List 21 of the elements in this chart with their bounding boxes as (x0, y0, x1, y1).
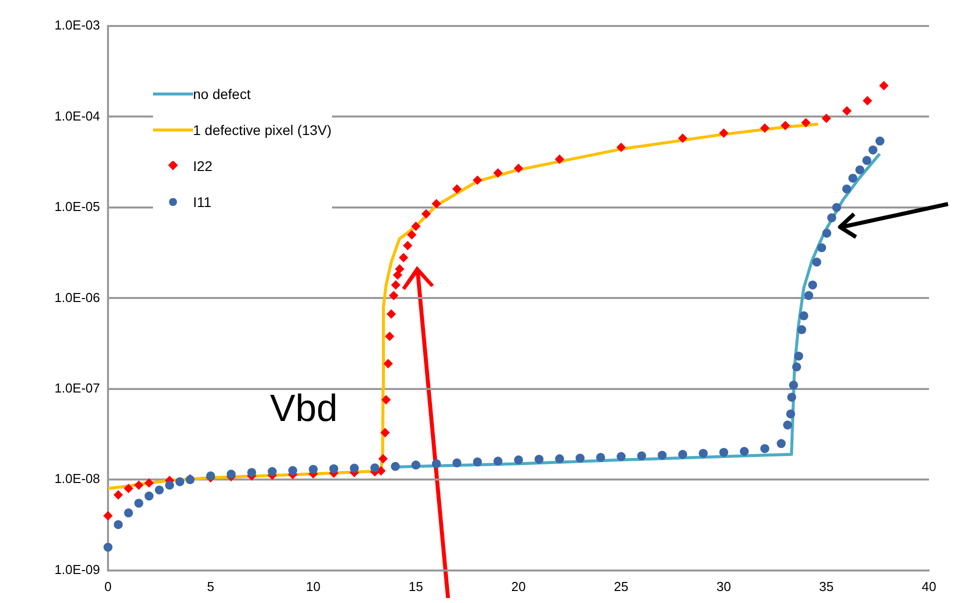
y-tick-label: 1.0E-04 (54, 108, 100, 124)
x-tick-label: 35 (819, 578, 834, 594)
y-tick-label: 1.0E-03 (54, 18, 100, 33)
y-tick-label: 1.0E-06 (54, 290, 100, 305)
x-tick-label: 20 (511, 578, 526, 594)
legend-label: I11 (193, 193, 212, 212)
x-tick-label: 15 (408, 578, 424, 594)
x-tick-label: 40 (922, 578, 936, 594)
y-tick-label: 1.0E-07 (54, 380, 100, 396)
legend-label: I22 (193, 157, 212, 176)
legend-label: 1 defective pixel (13V) (193, 121, 332, 140)
y-tick-label: 1.0E-08 (54, 471, 100, 486)
x-tick-label: 30 (716, 578, 731, 594)
x-tick-label: 0 (104, 578, 112, 594)
x-tick-label: 25 (614, 578, 628, 594)
x-tick-label: 5 (207, 578, 214, 594)
y-tick-label: 1.0E-05 (54, 199, 100, 214)
y-tick-label: 1.0E-09 (54, 562, 100, 577)
annotation: Vbd (270, 388, 338, 431)
x-tick-label: 10 (306, 578, 320, 594)
legend-label: no defect (193, 85, 251, 104)
